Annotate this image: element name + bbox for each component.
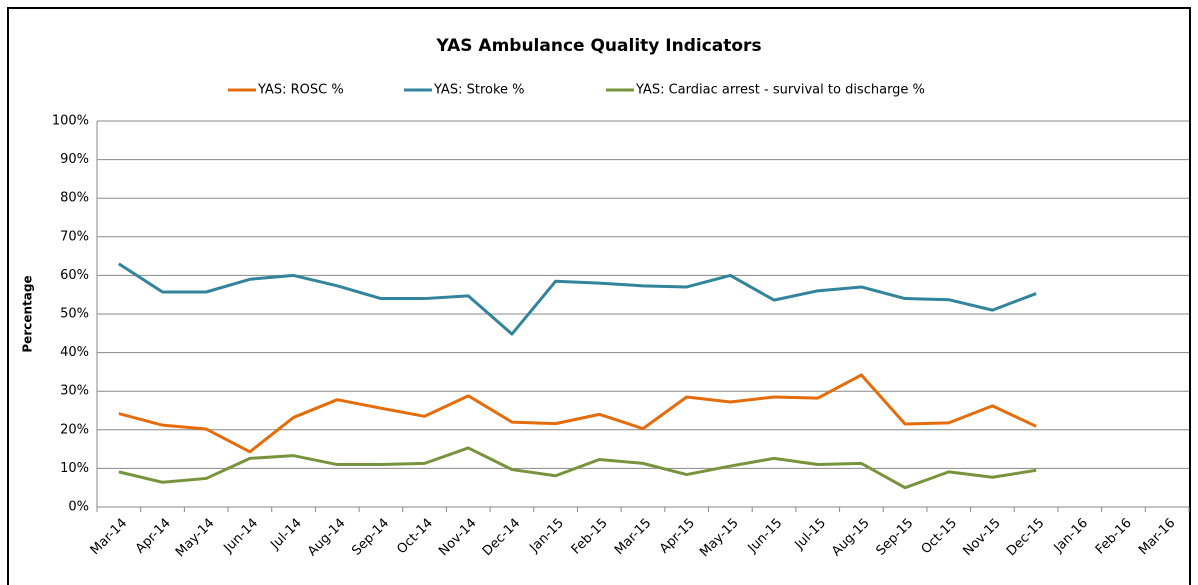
x-tick-label: Aug-15 <box>829 516 873 560</box>
x-tick-label: Jan-15 <box>526 516 567 557</box>
chart-border <box>7 7 1191 585</box>
x-tick-label: Dec-14 <box>480 516 523 559</box>
y-tick-label: 100% <box>52 114 89 129</box>
x-tick-label: Nov-14 <box>436 516 479 559</box>
x-tick-label: Dec-15 <box>1004 516 1047 559</box>
x-tick-label: Mar-16 <box>1136 516 1178 558</box>
legend-label: YAS: Cardiac arrest - survival to discha… <box>635 83 925 98</box>
x-tick-label: Feb-15 <box>569 516 611 558</box>
x-tick-label: Mar-15 <box>612 516 654 558</box>
y-tick-label: 30% <box>60 384 89 399</box>
x-tick-label: Apr-14 <box>133 516 174 557</box>
x-tick-label: Oct-14 <box>394 516 436 558</box>
x-tick-label: Apr-15 <box>657 516 698 557</box>
legend-label: YAS: Stroke % <box>433 83 525 98</box>
y-tick-label: 0% <box>68 500 89 515</box>
x-tick-label: Jun-14 <box>220 516 261 557</box>
x-tick-label: Jun-15 <box>745 516 786 557</box>
y-tick-label: 70% <box>60 229 89 244</box>
series-line <box>118 373 1037 454</box>
x-tick-label: Jul-15 <box>792 516 829 553</box>
y-tick-label: 20% <box>60 422 89 437</box>
y-tick-label: 90% <box>60 152 89 167</box>
y-tick-label: 40% <box>60 345 89 360</box>
series-line <box>118 446 1037 490</box>
x-tick-label: Mar-14 <box>88 516 130 558</box>
y-tick-label: 80% <box>60 191 89 206</box>
x-tick-label: May-15 <box>697 516 741 560</box>
chart-title: YAS Ambulance Quality Indicators <box>435 36 761 56</box>
x-tick-label: Feb-16 <box>1093 516 1135 558</box>
x-tick-label: Sep-14 <box>349 516 392 559</box>
series-line <box>118 262 1037 336</box>
x-tick-label: Aug-14 <box>305 516 349 560</box>
x-tick-label: Jan-16 <box>1051 516 1092 557</box>
y-tick-label: 60% <box>60 268 89 283</box>
y-axis-label: Percentage <box>21 275 35 352</box>
x-tick-label: May-14 <box>173 516 217 560</box>
y-tick-label: 10% <box>60 461 89 476</box>
x-tick-label: Sep-15 <box>873 516 916 559</box>
x-tick-label: Nov-15 <box>960 516 1003 559</box>
x-tick-label: Oct-15 <box>919 516 961 558</box>
x-tick-label: Jul-14 <box>267 516 304 553</box>
y-tick-label: 50% <box>60 307 89 322</box>
legend-label: YAS: ROSC % <box>257 83 344 98</box>
